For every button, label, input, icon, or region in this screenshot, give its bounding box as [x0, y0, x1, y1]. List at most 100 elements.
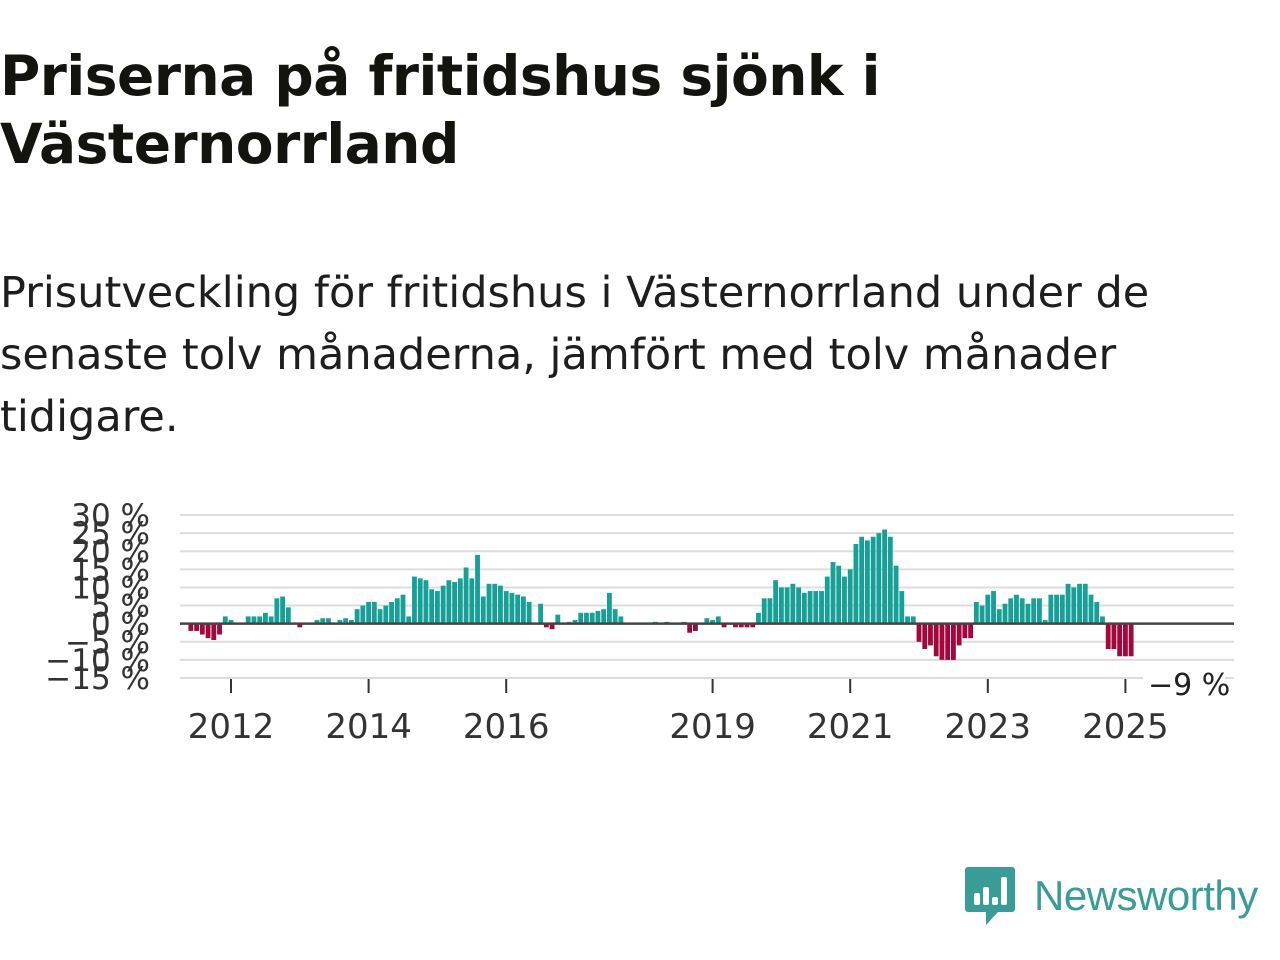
bar	[715, 616, 721, 624]
bar	[824, 576, 830, 624]
bar	[910, 616, 916, 624]
last-value-background	[1143, 666, 1225, 704]
bar	[440, 585, 446, 624]
bar	[188, 623, 194, 631]
bar	[360, 605, 366, 624]
bar	[543, 623, 549, 628]
bar	[1031, 598, 1037, 624]
bar	[962, 623, 968, 639]
bar	[394, 598, 400, 624]
bar	[710, 620, 716, 624]
bars	[188, 529, 1134, 660]
bar	[1002, 603, 1008, 624]
bar	[807, 591, 813, 624]
bar	[1077, 583, 1082, 624]
y-tick-label: 15 %	[71, 552, 150, 588]
bar	[1014, 594, 1019, 624]
bar	[870, 536, 876, 624]
bar	[400, 594, 406, 624]
bar	[830, 562, 836, 624]
bar	[245, 616, 251, 624]
bar	[1128, 623, 1134, 657]
y-tick-label: −5 %	[65, 625, 150, 661]
bar	[452, 582, 458, 624]
bar	[601, 609, 607, 624]
bar	[1048, 594, 1054, 624]
bar	[343, 618, 349, 624]
newsworthy-logo[interactable]: Newsworthy	[964, 864, 1258, 928]
bar	[842, 576, 847, 624]
y-tick-label: 25 %	[71, 516, 150, 552]
bar	[1100, 616, 1105, 624]
bar	[1071, 587, 1077, 624]
bar	[205, 623, 211, 639]
bar	[595, 610, 601, 624]
bar	[429, 589, 435, 624]
y-tick-label: 30 %	[71, 498, 150, 534]
y-axis: 30 %25 %20 %15 %10 %5 %0 %−5 %−10 %−15 %	[45, 498, 150, 697]
x-tick-label: 2019	[669, 707, 756, 747]
bar	[692, 623, 698, 631]
x-tick-label: 2021	[807, 707, 894, 747]
bar	[423, 580, 429, 624]
bar	[538, 603, 544, 624]
bar	[515, 594, 521, 624]
bar	[1008, 598, 1014, 624]
y-tick-label: 10 %	[71, 570, 150, 606]
bar	[572, 620, 578, 624]
bar	[813, 591, 819, 624]
bar	[475, 554, 480, 624]
bar	[922, 623, 928, 650]
bar	[366, 601, 372, 624]
bar	[887, 536, 893, 624]
bar	[1122, 623, 1128, 657]
bar	[199, 623, 205, 635]
bar	[371, 601, 377, 624]
bar	[790, 583, 796, 624]
bar	[549, 623, 555, 630]
bar	[262, 612, 268, 624]
bar	[1111, 623, 1117, 650]
x-axis: 2012 2014 2016 2019 2021 2023 2025	[188, 679, 1169, 747]
last-value-label: −9 %	[1148, 668, 1230, 703]
bar	[389, 601, 394, 624]
bar	[268, 616, 274, 624]
y-tick-label: 5 %	[91, 589, 150, 625]
bar	[457, 578, 463, 624]
bar	[773, 580, 779, 624]
bar-chart: 30 %25 %20 %15 %10 %5 %0 %−5 %−10 %−15 %…	[45, 498, 1234, 747]
bar	[280, 596, 286, 624]
bar	[486, 583, 492, 624]
y-tick-label: 0 %	[91, 607, 150, 643]
bar	[950, 623, 956, 660]
bar	[859, 536, 865, 624]
bar	[973, 601, 979, 624]
bar	[899, 591, 905, 624]
bar	[618, 616, 624, 624]
bar	[320, 618, 326, 624]
bar	[750, 623, 756, 628]
y-tick-label: 20 %	[71, 534, 150, 570]
bar	[509, 592, 515, 624]
brand-name: Newsworthy	[1034, 872, 1258, 919]
bar	[194, 623, 200, 631]
bar	[492, 583, 498, 624]
bar	[1094, 601, 1100, 624]
bar	[228, 620, 234, 624]
bar	[463, 567, 469, 624]
bar	[796, 587, 802, 624]
bar	[417, 578, 423, 624]
bar	[767, 598, 773, 624]
x-tick-label: 2023	[945, 707, 1032, 747]
x-tick-label: 2016	[463, 707, 550, 747]
x-tick-label: 2014	[325, 707, 412, 747]
bar	[1082, 583, 1088, 624]
bar	[985, 594, 991, 624]
bar	[687, 623, 693, 633]
bar	[733, 623, 738, 628]
bar	[1065, 583, 1071, 624]
bar	[337, 620, 343, 624]
bar	[480, 596, 486, 624]
y-tick-label: −15 %	[45, 661, 150, 697]
bar	[412, 576, 417, 624]
